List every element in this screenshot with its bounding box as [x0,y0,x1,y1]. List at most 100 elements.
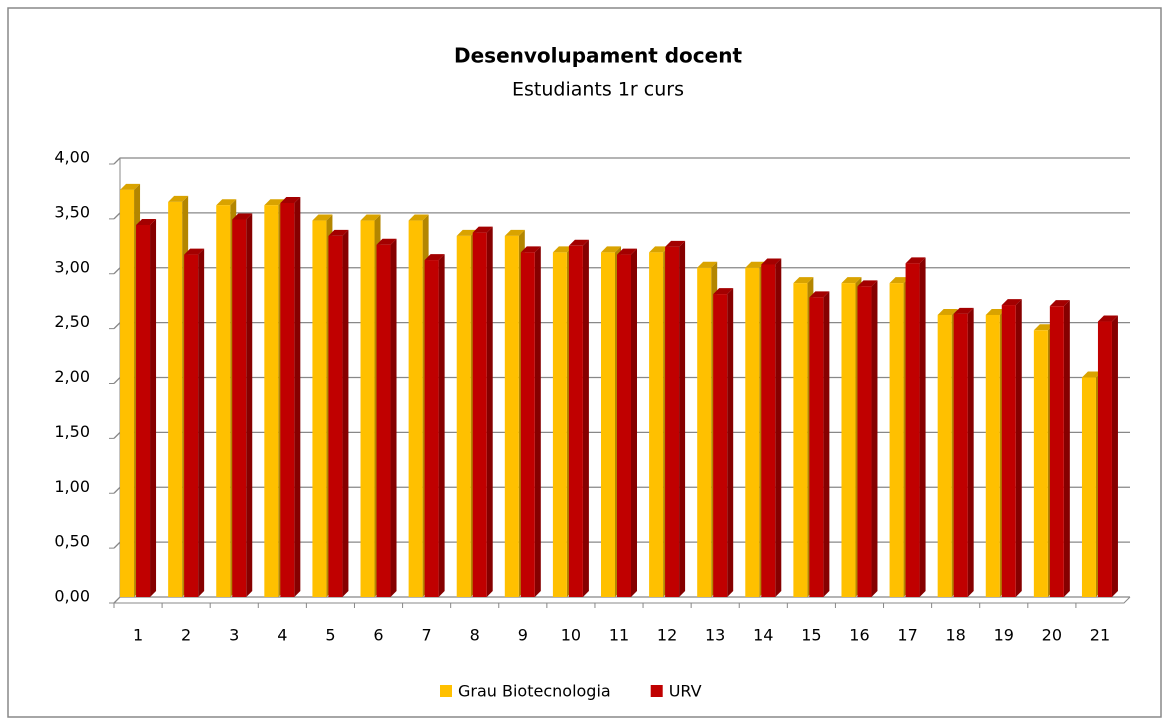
bar [713,288,734,597]
y-tick-label: 2,00 [54,367,90,386]
bar-front [1033,330,1048,597]
bar-front [697,267,712,597]
x-tick-label: 8 [470,626,480,645]
x-tick-label: 19 [994,626,1014,645]
x-tick-label: 7 [422,626,432,645]
bar-front [793,283,808,597]
bar-top [552,246,573,253]
bar-front [601,252,615,597]
bar-top [809,291,830,298]
bar-top [697,261,718,268]
bar-top [761,258,782,265]
bar-front [136,224,151,597]
bar-front [520,252,535,597]
bar [184,248,205,597]
bar-side [1111,315,1118,597]
bar-front [745,267,760,597]
bar [376,238,397,597]
bar-front [889,283,904,597]
bar-top [1097,315,1118,322]
bar [809,291,830,597]
y-tick-label: 1,50 [54,422,90,441]
bar-front [953,313,968,597]
bar-top [713,288,734,295]
bar [857,280,878,597]
bar-front [617,254,631,597]
bar [761,258,782,597]
bar-side [294,196,301,597]
x-tick-label: 2 [181,626,191,645]
bar-side [775,258,782,597]
bar-top [264,199,285,206]
bar-front [264,205,279,597]
bar-side [150,218,157,597]
bar-front [937,314,952,597]
bar-top [1033,324,1054,331]
x-tick-label: 15 [801,626,821,645]
bar-front [1097,321,1112,597]
bar [1049,300,1070,597]
bar-top [905,257,926,264]
bar-side [438,254,445,597]
bar-top [408,214,429,221]
x-tick-label: 14 [753,626,773,645]
bar-side [919,257,926,597]
grid-line [113,431,1130,439]
y-tick-label: 4,00 [54,148,90,167]
x-tick-label: 3 [229,626,239,645]
bar-top [857,280,878,287]
bar-top [745,261,766,268]
x-tick-label: 21 [1090,626,1110,645]
x-tick-label: 17 [897,626,917,645]
bar-front [360,220,375,597]
bar-side [390,238,397,597]
grid-line [113,267,1130,275]
bar-top [841,277,862,284]
legend-label: Grau Biotecnologia [458,682,611,701]
bar-front [649,252,664,597]
bar-top [665,240,686,247]
bar [568,239,589,598]
x-tick-label: 18 [945,626,965,645]
bar-side [967,307,974,597]
y-tick-label: 0,00 [54,587,90,606]
bar-top [1081,371,1102,378]
grid-line [113,541,1130,549]
grid-line [113,157,1130,165]
bar-front [1081,377,1096,597]
bar-side [1015,299,1022,597]
grid-line [113,321,1130,330]
bar-front [504,235,519,598]
bar-top [568,239,589,246]
x-tick-label: 4 [277,626,287,645]
bar [617,248,637,597]
bar [136,218,157,597]
bar-top [520,246,541,253]
y-tick-label: 0,50 [54,532,90,551]
bar-top [985,308,1006,315]
bar-front [424,260,439,597]
y-tick-label: 3,50 [54,202,90,221]
bar-side [1063,300,1070,597]
x-tick-label: 11 [609,626,629,645]
bar-front [665,246,680,597]
chart-subtitle: Estudiants 1r curs [512,79,684,101]
bar-top [424,254,445,261]
bar-top [328,229,349,236]
bar-top [504,229,525,236]
bar [424,254,445,597]
bar-top [953,307,974,314]
x-tick-label: 20 [1042,626,1062,645]
bar-front [761,264,776,597]
x-tick-label: 1 [133,626,143,645]
bar-front [713,294,728,597]
bar-top [1001,299,1022,306]
bar-top [937,308,958,315]
bar-front [1001,305,1016,597]
bar-front [120,189,135,597]
legend-swatch [440,685,452,697]
bar-top [456,229,477,236]
bar-top [889,277,910,284]
grid-line [113,212,1130,220]
